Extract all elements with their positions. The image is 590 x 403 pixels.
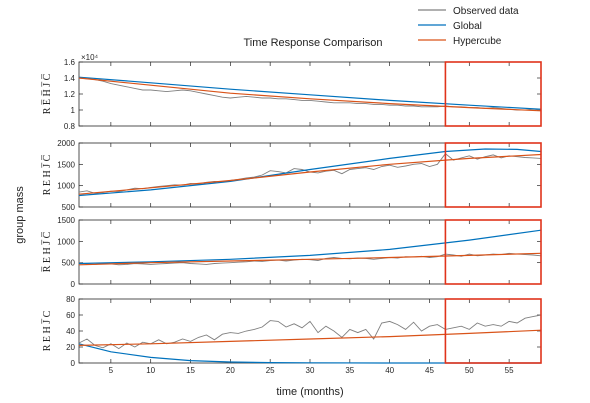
panel-ylabel: R̅ E H J̅ C̅: [42, 231, 53, 272]
plot-area: [78, 219, 542, 285]
y-tick-label: 1000: [57, 182, 75, 191]
x-axis-label: time (months): [276, 386, 343, 398]
y-tick-label: 60: [66, 311, 75, 320]
x-tick-label: 30: [306, 366, 315, 375]
y-tick-label: 1500: [57, 160, 75, 169]
x-tick-label: 10: [146, 366, 155, 375]
series-hypercube-line: [78, 329, 542, 346]
panel-1: 0.8 1 1.2 1.4 1.6 ×10⁴ R E̅ H̅ J̅ C̅: [42, 53, 542, 131]
legend-label-observed: Observed data: [453, 6, 519, 17]
y-exponent-label: ×10⁴: [81, 53, 99, 62]
series-hypercube-line: [78, 77, 542, 112]
x-tick-label: 35: [345, 366, 354, 375]
y-tick-label: 500: [62, 259, 76, 268]
panel-2: 500 1000 1500 2000 R E H J̅ C̅: [42, 139, 542, 212]
panel-4: 0 20 40 60 80 5 10 15 20 25 30 35 40 45 50 55 R E H J̅ C: [42, 295, 542, 375]
y-tick-label: 1500: [57, 216, 75, 225]
y-tick-label: 0: [71, 280, 76, 289]
chart-title: Time Response Comparison: [244, 37, 383, 49]
series-global-line: [78, 76, 542, 110]
x-tick-label: 5: [109, 366, 114, 375]
series-global-line: [78, 229, 542, 265]
series-hypercube-line: [78, 252, 542, 266]
highlight-box: [444, 61, 542, 127]
legend: Observed data Global Hypercube: [418, 6, 519, 47]
x-tick-label: 25: [266, 366, 275, 375]
y-tick-label: 1.6: [64, 58, 76, 67]
x-tick-label: 50: [465, 366, 474, 375]
y-tick-label: 20: [66, 343, 75, 352]
y-tick-label: 1.4: [64, 74, 76, 83]
panel-3: 0 500 1000 1500 R̅ E H J̅ C̅: [42, 216, 542, 289]
x-tick-label: 45: [425, 366, 434, 375]
y-tick-label: 1: [71, 106, 76, 115]
series-hypercube-line: [78, 153, 542, 195]
series-global-line: [78, 343, 541, 364]
legend-label-hypercube: Hypercube: [453, 36, 502, 47]
panel-ylabel: R E̅ H̅ J̅ C̅: [42, 73, 53, 114]
highlight-box: [444, 219, 542, 285]
series-observed-line: [78, 314, 542, 350]
highlight-box: [444, 298, 542, 364]
y-tick-label: 500: [62, 203, 76, 212]
y-tick-label: 2000: [57, 139, 75, 148]
highlight-box: [444, 142, 542, 208]
x-tick-label: 55: [505, 366, 514, 375]
y-tick-label: 1000: [57, 237, 75, 246]
x-tick-label: 15: [186, 366, 195, 375]
x-tick-label: 20: [226, 366, 235, 375]
y-tick-label: 1.2: [64, 90, 76, 99]
panel-ylabel: R E H J̅ C̅: [42, 154, 53, 195]
plot-area: [78, 142, 542, 208]
plot-area: [78, 298, 542, 364]
y-tick-label: 80: [66, 295, 75, 304]
plot-area: [78, 61, 542, 127]
series-global-line: [78, 148, 542, 197]
panel-ylabel: R E H J̅ C: [42, 310, 53, 351]
y-tick-label: 0.8: [64, 122, 76, 131]
y-tick-label: 40: [66, 327, 75, 336]
legend-label-global: Global: [453, 21, 482, 32]
y-axis-label: group mass: [14, 186, 26, 244]
y-tick-label: 0: [71, 359, 76, 368]
x-tick-label: 40: [385, 366, 394, 375]
